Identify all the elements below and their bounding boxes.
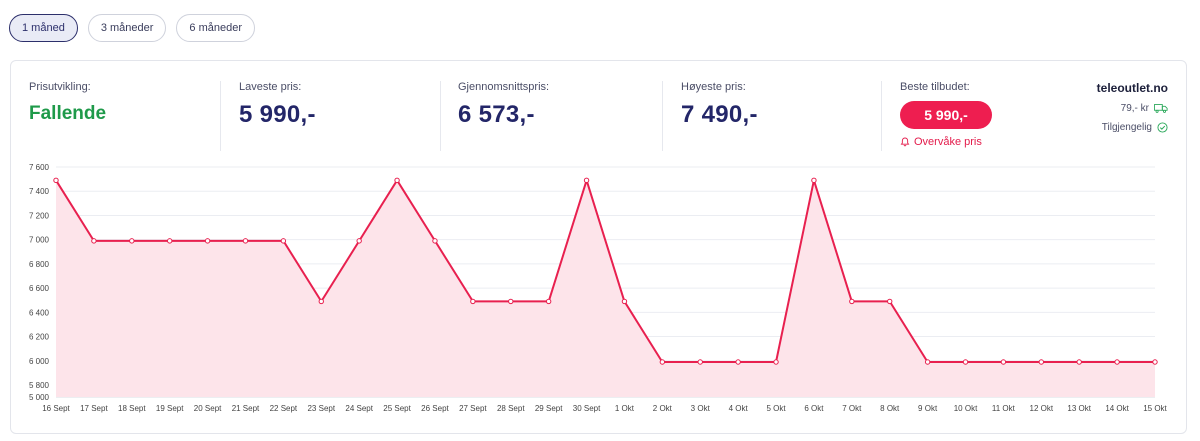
availability-text: Tilgjengelig	[1101, 122, 1152, 133]
best-offer-label: Beste tilbudet:	[900, 81, 970, 93]
trend-label: Prisutvikling:	[29, 81, 91, 93]
trend-stat: Prisutvikling: Fallende	[29, 81, 106, 125]
average-price-stat: Gjennomsnittspris: 6 573,-	[458, 81, 549, 129]
shop-name[interactable]: teleoutlet.no	[1096, 81, 1168, 95]
availability-row: Tilgjengelig	[1097, 122, 1168, 133]
divider	[440, 81, 441, 151]
tab-1-month[interactable]: 1 måned	[9, 14, 78, 42]
watch-price-label: Overvåke pris	[914, 136, 982, 148]
price-history-card: Prisutvikling: Fallende Laveste pris: 5 …	[10, 60, 1187, 434]
highest-price-label: Høyeste pris:	[681, 81, 746, 93]
tab-6-months[interactable]: 6 måneder	[176, 14, 255, 42]
divider	[220, 81, 221, 151]
tab-3-months[interactable]: 3 måneder	[87, 14, 167, 42]
best-offer-stat: Beste tilbudet: 5 990,- Overvåke pris	[900, 81, 992, 148]
bell-icon	[900, 137, 910, 147]
truck-icon	[1154, 104, 1168, 113]
best-offer-button[interactable]: 5 990,-	[900, 101, 992, 129]
divider	[881, 81, 882, 151]
lowest-price-value: 5 990,-	[239, 101, 316, 128]
highest-price-value: 7 490,-	[681, 101, 758, 128]
shop-info: teleoutlet.no 79,- kr Tilgjengelig	[1097, 81, 1168, 133]
average-price-value: 6 573,-	[458, 101, 535, 128]
highest-price-stat: Høyeste pris: 7 490,-	[681, 81, 758, 129]
lowest-price-label: Laveste pris:	[239, 81, 302, 93]
lowest-price-stat: Laveste pris: 5 990,-	[239, 81, 316, 129]
shipping-row: 79,- kr	[1097, 103, 1168, 114]
trend-value: Fallende	[29, 103, 107, 124]
divider	[662, 81, 663, 151]
average-price-label: Gjennomsnittspris:	[458, 81, 550, 93]
shipping-cost: 79,- kr	[1120, 103, 1149, 114]
period-tabs: 1 måned 3 måneder 6 måneder	[9, 14, 255, 42]
check-circle-icon	[1157, 122, 1168, 133]
watch-price-link[interactable]: Overvåke pris	[900, 136, 992, 148]
